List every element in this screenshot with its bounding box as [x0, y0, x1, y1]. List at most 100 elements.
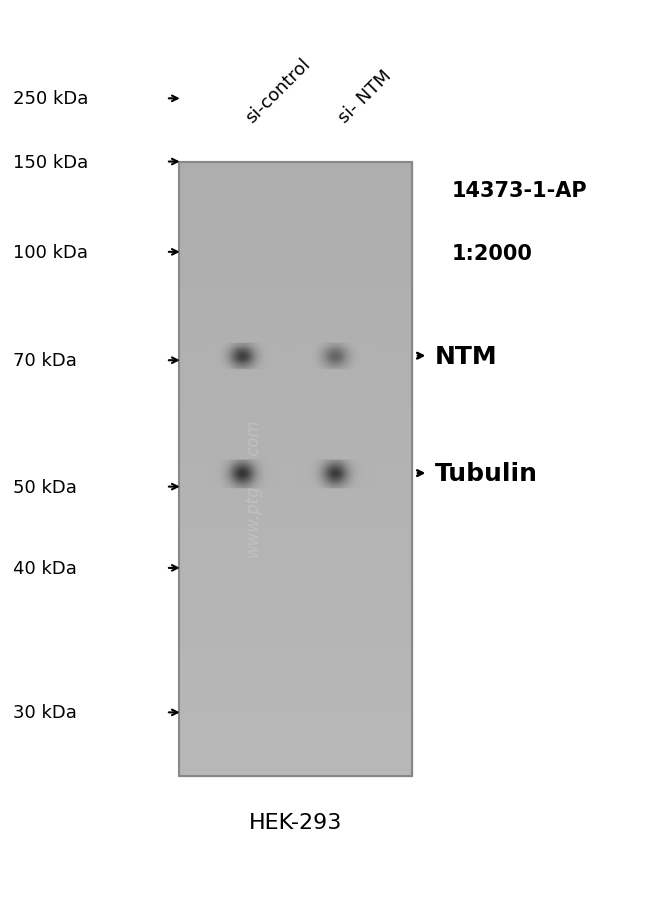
- Bar: [302, 466, 303, 467]
- Bar: [349, 480, 350, 481]
- Bar: [343, 466, 344, 467]
- Bar: [246, 479, 247, 480]
- Bar: [220, 471, 222, 472]
- Bar: [317, 469, 318, 470]
- Bar: [213, 472, 214, 473]
- Bar: [248, 466, 249, 467]
- Bar: [242, 466, 243, 467]
- Bar: [250, 479, 251, 480]
- Bar: [346, 474, 347, 475]
- Bar: [270, 481, 272, 482]
- Bar: [310, 469, 311, 470]
- Bar: [248, 482, 249, 483]
- Bar: [243, 481, 244, 482]
- Bar: [255, 486, 256, 487]
- Bar: [243, 465, 244, 466]
- Bar: [320, 463, 321, 464]
- Bar: [316, 479, 317, 480]
- Bar: [218, 480, 219, 481]
- Bar: [179, 469, 412, 472]
- Bar: [216, 478, 217, 479]
- Bar: [309, 469, 310, 470]
- Bar: [233, 473, 234, 474]
- Bar: [325, 474, 326, 475]
- Bar: [365, 478, 366, 479]
- Bar: [343, 463, 344, 464]
- Bar: [266, 484, 267, 485]
- Bar: [245, 479, 246, 480]
- Bar: [277, 471, 278, 472]
- Bar: [225, 481, 226, 482]
- Bar: [217, 480, 218, 481]
- Bar: [209, 482, 210, 483]
- Bar: [310, 463, 311, 464]
- Bar: [303, 485, 304, 486]
- Bar: [255, 461, 256, 462]
- Bar: [353, 463, 354, 464]
- Bar: [338, 465, 339, 466]
- Bar: [334, 465, 335, 466]
- Bar: [217, 469, 218, 470]
- Bar: [303, 461, 304, 462]
- Bar: [361, 478, 362, 479]
- Bar: [207, 475, 208, 476]
- Bar: [302, 468, 303, 469]
- Bar: [243, 474, 244, 475]
- Bar: [228, 471, 229, 472]
- Bar: [245, 466, 246, 467]
- Bar: [228, 461, 229, 462]
- Bar: [256, 480, 257, 481]
- Bar: [344, 480, 345, 481]
- Bar: [356, 467, 357, 468]
- Bar: [229, 476, 230, 477]
- Bar: [257, 468, 258, 469]
- Bar: [179, 487, 412, 491]
- Bar: [222, 486, 223, 487]
- Bar: [264, 486, 265, 487]
- Bar: [268, 479, 269, 480]
- Bar: [311, 462, 312, 463]
- Bar: [241, 463, 242, 464]
- Bar: [248, 486, 249, 487]
- Bar: [308, 460, 309, 461]
- Bar: [311, 482, 312, 483]
- Bar: [267, 466, 268, 467]
- Bar: [276, 486, 277, 487]
- Bar: [236, 467, 237, 468]
- Bar: [329, 478, 330, 479]
- Bar: [253, 482, 254, 483]
- Bar: [346, 464, 347, 465]
- Bar: [341, 467, 342, 468]
- Bar: [302, 463, 303, 464]
- Bar: [253, 481, 254, 482]
- Bar: [213, 484, 214, 485]
- Bar: [252, 462, 253, 463]
- Bar: [225, 468, 226, 469]
- Bar: [277, 472, 278, 473]
- Bar: [356, 482, 357, 483]
- Bar: [304, 463, 305, 464]
- Bar: [243, 475, 244, 476]
- Bar: [179, 337, 412, 340]
- Bar: [362, 464, 363, 465]
- Bar: [331, 483, 332, 484]
- Bar: [355, 477, 356, 478]
- Bar: [352, 473, 353, 474]
- Bar: [315, 473, 316, 474]
- Bar: [207, 484, 208, 485]
- Bar: [237, 480, 238, 481]
- Bar: [240, 460, 241, 461]
- Bar: [322, 472, 323, 473]
- Bar: [254, 479, 255, 480]
- Bar: [340, 485, 341, 486]
- Bar: [212, 484, 213, 485]
- Bar: [219, 460, 220, 461]
- Bar: [356, 474, 357, 475]
- Bar: [334, 480, 335, 481]
- Bar: [335, 474, 336, 475]
- Bar: [369, 467, 370, 468]
- Bar: [209, 483, 210, 484]
- Bar: [230, 460, 231, 461]
- Bar: [319, 481, 320, 482]
- Bar: [228, 464, 229, 465]
